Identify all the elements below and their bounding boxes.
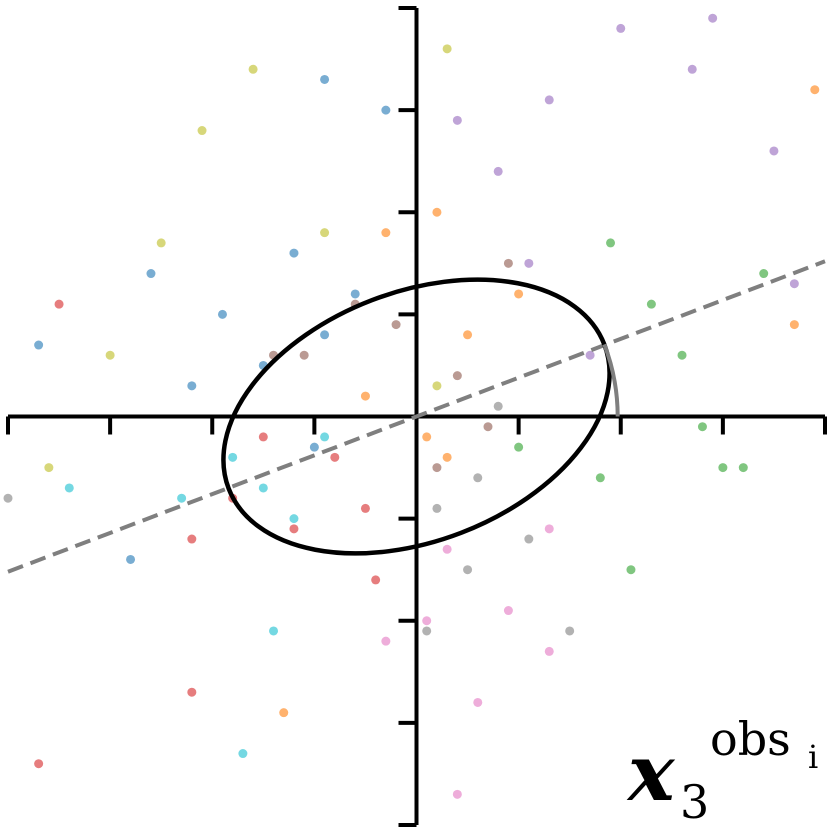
point	[217, 309, 227, 319]
point	[646, 299, 656, 309]
point	[187, 687, 197, 697]
point	[320, 330, 330, 340]
point	[585, 350, 595, 360]
point	[64, 483, 74, 493]
point	[44, 463, 54, 473]
point	[228, 452, 238, 462]
point	[330, 452, 340, 462]
point	[810, 85, 820, 95]
point	[514, 442, 524, 452]
point	[360, 391, 370, 401]
point	[514, 289, 524, 299]
point	[146, 269, 156, 279]
point	[452, 371, 462, 381]
point	[616, 23, 626, 33]
trend-line	[7, 259, 826, 574]
point	[320, 432, 330, 442]
point	[105, 350, 115, 360]
point	[626, 565, 636, 575]
point	[289, 514, 299, 524]
point	[279, 708, 289, 718]
point	[371, 575, 381, 585]
point	[483, 422, 493, 432]
annotation-sub: 3	[680, 775, 709, 829]
point	[381, 105, 391, 115]
point	[759, 269, 769, 279]
point	[197, 126, 207, 136]
point	[309, 442, 319, 452]
point	[187, 381, 197, 391]
point	[289, 524, 299, 534]
point	[422, 616, 432, 626]
point	[452, 789, 462, 799]
point	[442, 544, 452, 554]
point	[126, 554, 136, 564]
point	[350, 289, 360, 299]
point	[391, 320, 401, 330]
point	[544, 646, 554, 656]
point	[473, 473, 483, 483]
point	[738, 463, 748, 473]
point	[708, 13, 718, 23]
point	[463, 565, 473, 575]
point	[299, 350, 309, 360]
point	[54, 299, 64, 309]
point	[697, 422, 707, 432]
point	[524, 258, 534, 268]
point	[422, 432, 432, 442]
point	[248, 64, 258, 74]
point	[442, 452, 452, 462]
point	[320, 74, 330, 84]
annotation-sup: obs	[710, 712, 791, 766]
point	[595, 473, 605, 483]
point	[34, 340, 44, 350]
point	[3, 493, 13, 503]
point	[503, 606, 513, 616]
point	[156, 238, 166, 248]
angle-arc	[602, 343, 620, 417]
point	[493, 401, 503, 411]
point	[34, 759, 44, 769]
point	[789, 279, 799, 289]
point	[544, 95, 554, 105]
point	[769, 146, 779, 156]
point	[789, 320, 799, 330]
point	[503, 258, 513, 268]
point	[718, 463, 728, 473]
point	[687, 64, 697, 74]
point	[320, 228, 330, 238]
point	[565, 626, 575, 636]
point	[422, 626, 432, 636]
point	[432, 381, 442, 391]
point	[238, 749, 248, 759]
point	[381, 636, 391, 646]
point	[258, 432, 268, 442]
point	[606, 238, 616, 248]
point	[258, 483, 268, 493]
point	[381, 228, 391, 238]
point	[442, 44, 452, 54]
point	[677, 350, 687, 360]
annotation-base: x	[626, 728, 676, 819]
point	[463, 330, 473, 340]
point	[452, 115, 462, 125]
point	[524, 534, 534, 544]
point	[493, 166, 503, 176]
point	[269, 626, 279, 636]
point	[187, 534, 197, 544]
point	[544, 524, 554, 534]
point	[360, 503, 370, 513]
point	[432, 463, 442, 473]
point	[177, 493, 187, 503]
annotation-sup-sub: i	[808, 738, 818, 776]
point	[289, 248, 299, 258]
point	[473, 697, 483, 707]
point	[432, 207, 442, 217]
point	[432, 503, 442, 513]
